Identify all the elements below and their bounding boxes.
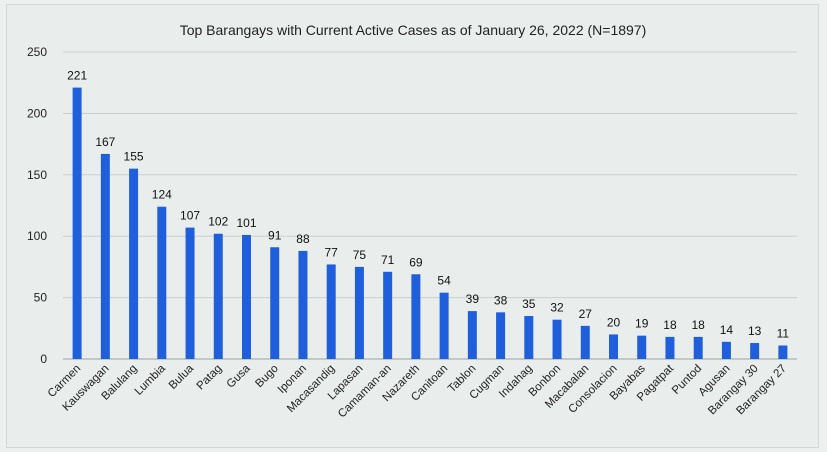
bar-indahag bbox=[524, 316, 534, 359]
bar-bonbon bbox=[552, 319, 562, 359]
bar-puntod bbox=[693, 336, 703, 359]
bar-camaman-an bbox=[383, 271, 393, 359]
bar-bulua bbox=[185, 227, 195, 359]
bar-tablon bbox=[467, 311, 477, 359]
y-tick-label: 150 bbox=[27, 168, 47, 182]
bar-canitoan bbox=[439, 292, 449, 359]
chart-title: Top Barangays with Current Active Cases … bbox=[180, 22, 647, 38]
y-tick-label: 100 bbox=[27, 229, 47, 243]
category-label: Lumbia bbox=[133, 362, 169, 398]
data-label: 18 bbox=[692, 318, 706, 332]
data-label: 54 bbox=[437, 274, 451, 288]
bar-pagatpat bbox=[665, 336, 675, 359]
bar-nazareth bbox=[411, 274, 421, 359]
bar-lapasan bbox=[354, 266, 364, 359]
data-label: 19 bbox=[635, 317, 649, 331]
data-label: 71 bbox=[381, 253, 395, 267]
data-label: 18 bbox=[663, 318, 677, 332]
data-label: 13 bbox=[748, 324, 762, 338]
bar-carmen bbox=[72, 87, 82, 359]
data-label: 155 bbox=[124, 150, 144, 164]
bar-barangay-27 bbox=[778, 345, 788, 359]
data-label: 101 bbox=[236, 216, 256, 230]
category-label: Gusa bbox=[225, 362, 253, 390]
data-label: 11 bbox=[777, 326, 790, 340]
data-label: 107 bbox=[180, 209, 200, 223]
data-label: 35 bbox=[522, 297, 536, 311]
bar-iponan bbox=[298, 250, 308, 359]
bar-bayabas bbox=[637, 335, 647, 359]
category-label: Patag bbox=[195, 363, 225, 393]
data-label: 38 bbox=[494, 293, 508, 307]
y-tick-label: 250 bbox=[27, 45, 47, 59]
data-label: 39 bbox=[466, 292, 480, 306]
data-label: 14 bbox=[720, 323, 734, 337]
data-label: 27 bbox=[579, 307, 593, 321]
y-tick-label: 200 bbox=[27, 106, 47, 120]
data-label: 221 bbox=[67, 69, 87, 83]
bar-agusan bbox=[721, 341, 731, 359]
data-label: 102 bbox=[208, 215, 228, 229]
y-tick-label: 50 bbox=[34, 291, 48, 305]
y-tick-label: 0 bbox=[40, 352, 47, 366]
data-label: 124 bbox=[152, 188, 172, 202]
data-label: 77 bbox=[325, 245, 339, 259]
chart-frame bbox=[6, 4, 819, 448]
bar-patag bbox=[213, 233, 223, 359]
data-label: 20 bbox=[607, 315, 621, 329]
bar-lumbia bbox=[157, 206, 167, 359]
bar-kauswagan bbox=[100, 153, 110, 359]
bar-macabalan bbox=[580, 325, 590, 359]
bar-barangay-30 bbox=[750, 343, 760, 359]
category-label: Bulua bbox=[167, 362, 197, 392]
data-label: 75 bbox=[353, 248, 367, 262]
category-label: Barangay 27 bbox=[734, 363, 789, 418]
data-label: 88 bbox=[296, 232, 310, 246]
data-label: 167 bbox=[95, 135, 115, 149]
data-label: 32 bbox=[550, 301, 564, 315]
bar-macasandig bbox=[326, 264, 336, 359]
bar-balulang bbox=[129, 168, 139, 359]
bar-bugo bbox=[270, 247, 280, 359]
bar-consolacion bbox=[609, 334, 618, 359]
data-label: 69 bbox=[409, 255, 423, 269]
bar-gusa bbox=[242, 234, 251, 359]
data-label: 91 bbox=[268, 228, 282, 242]
bar-cugman bbox=[496, 312, 506, 359]
